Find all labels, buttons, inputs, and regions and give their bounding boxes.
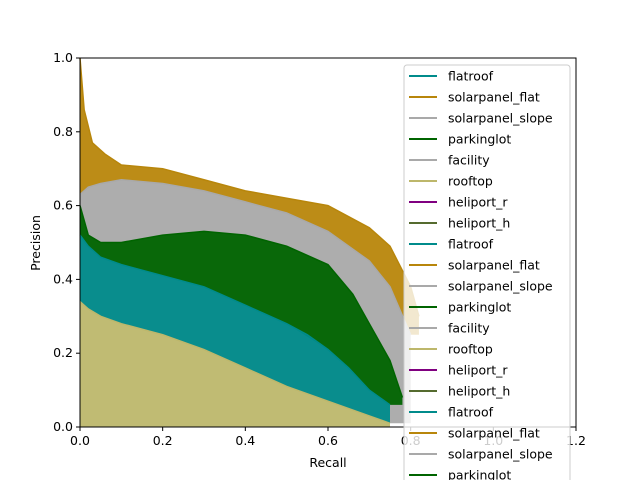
legend-label: flatroof <box>448 405 494 420</box>
legend-label: heliport_h <box>448 216 510 231</box>
series-line-flatroof <box>79 234 391 406</box>
legend-label: flatroof <box>448 69 494 84</box>
legend-label: parkinglot <box>448 468 511 480</box>
legend-label: solarpanel_flat <box>448 90 540 105</box>
x-tick-label: 0.0 <box>70 433 90 448</box>
legend-label: parkinglot <box>448 132 511 147</box>
x-axis-label: Recall <box>309 455 346 470</box>
series-line-solarpanel_flat <box>79 57 420 317</box>
y-axis-label: Precision <box>28 215 43 271</box>
legend-label: parkinglot <box>448 300 511 315</box>
y-tick-label: 1.0 <box>53 50 73 65</box>
x-tick-label: 1.2 <box>566 433 586 448</box>
series-band-parkinglot <box>80 205 403 405</box>
y-tick-label: 0.8 <box>53 124 73 139</box>
series-band-flatroof <box>80 235 390 424</box>
legend-label: facility <box>448 321 490 336</box>
y-tick-label: 0.4 <box>53 271 73 286</box>
legend-label: solarpanel_slope <box>448 279 553 294</box>
legend-label: solarpanel_flat <box>448 258 540 273</box>
legend-label: heliport_r <box>448 363 508 378</box>
series-line-rooftop <box>79 300 391 425</box>
y-tick-label: 0.2 <box>53 345 73 360</box>
legend-label: solarpanel_flat <box>448 426 540 441</box>
x-tick-label: 0.4 <box>235 433 255 448</box>
legend-label: solarpanel_slope <box>448 447 553 462</box>
x-tick-label: 0.6 <box>318 433 338 448</box>
series-band-solarpanel_flat <box>80 58 419 335</box>
plot-series <box>79 57 420 427</box>
series-line-parkinglot <box>79 205 404 398</box>
legend-label: facility <box>448 153 490 168</box>
legend-label: heliport_h <box>448 384 510 399</box>
legend-label: heliport_r <box>448 195 508 210</box>
y-tick-label: 0.0 <box>53 419 73 434</box>
legend-label: rooftop <box>448 174 493 189</box>
series-band-rooftop <box>80 301 390 427</box>
legend-label: flatroof <box>448 237 494 252</box>
legend-label: rooftop <box>448 342 493 357</box>
x-tick-label: 0.2 <box>153 433 173 448</box>
y-axis-ticks: 0.0 0.2 0.4 0.6 0.8 1.0 <box>53 50 80 434</box>
legend: flatroofsolarpanel_flatsolarpanel_slopep… <box>403 64 571 480</box>
y-tick-label: 0.6 <box>53 198 73 213</box>
legend-label: solarpanel_slope <box>448 111 553 126</box>
legend-frame <box>403 64 571 480</box>
series-line-solarpanel_slope <box>79 179 412 336</box>
